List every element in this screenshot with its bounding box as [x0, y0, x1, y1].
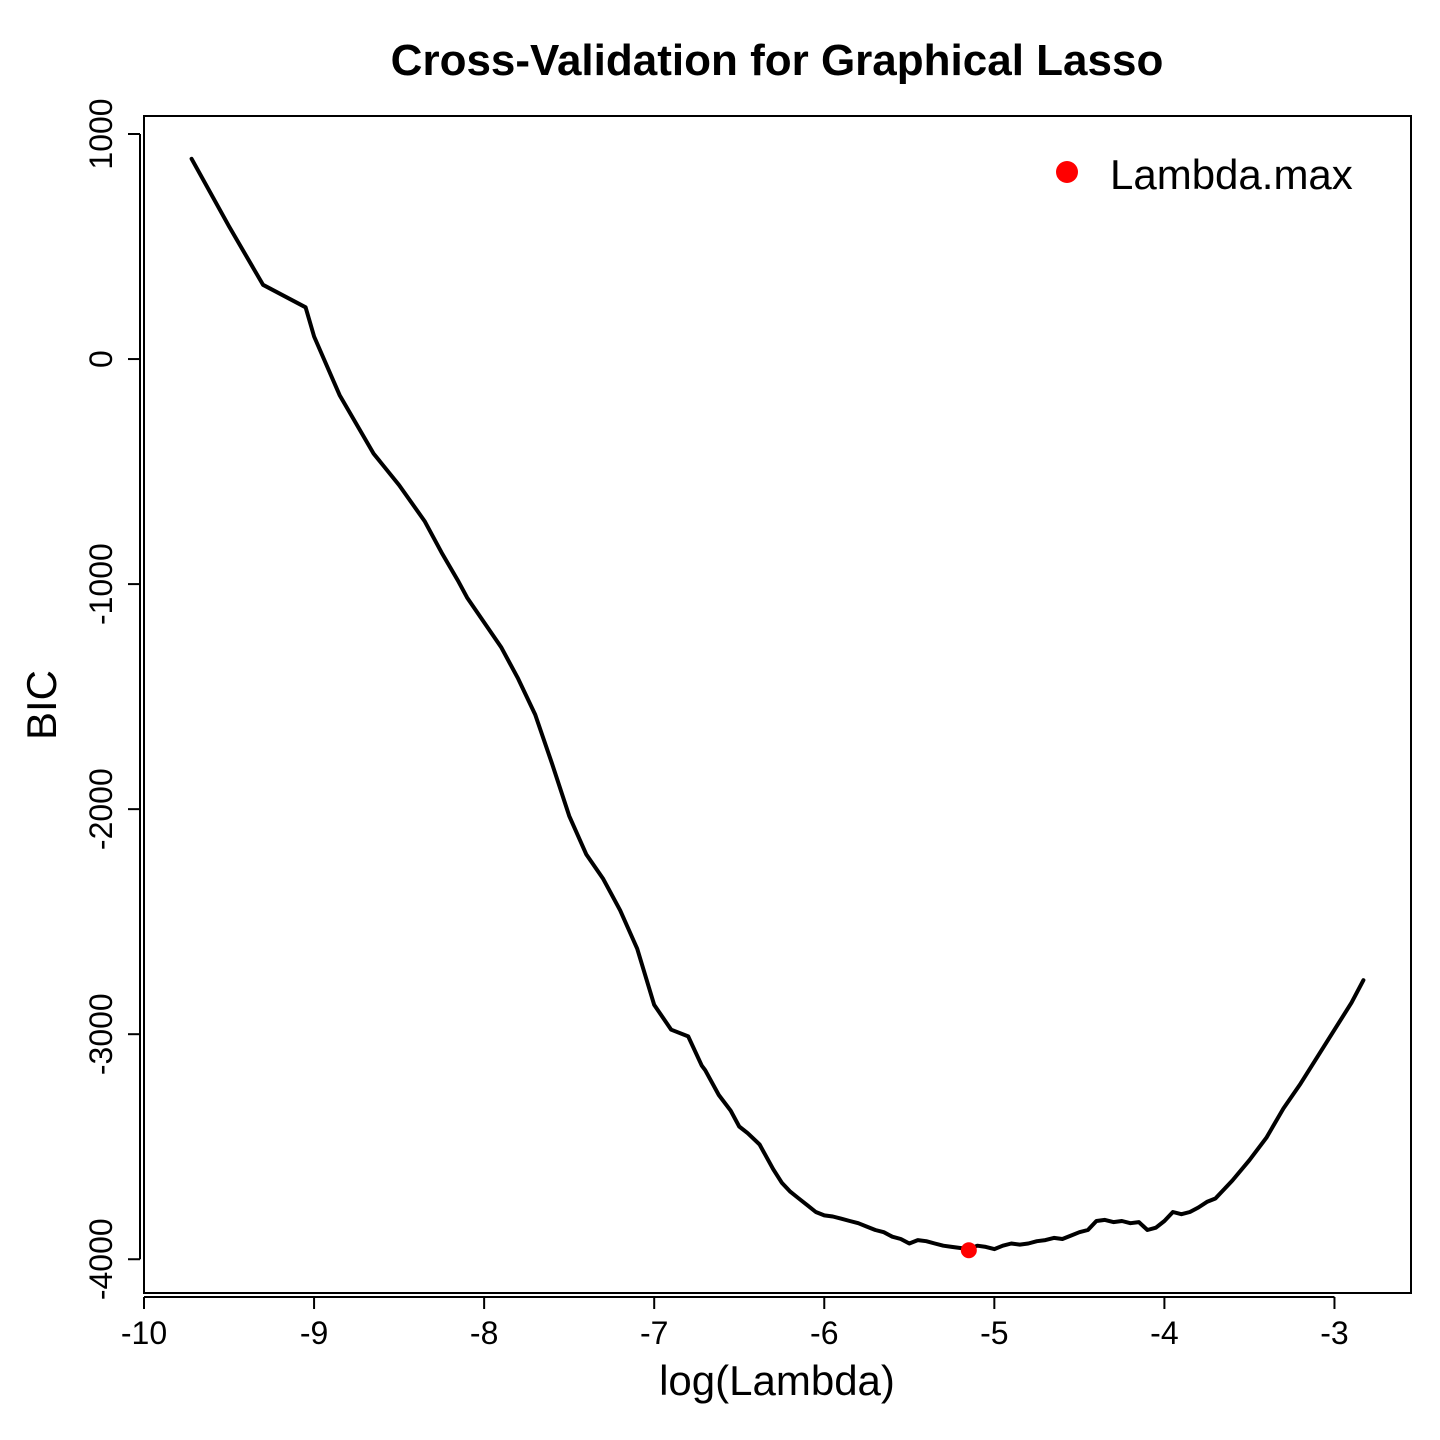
chart-title: Cross-Validation for Graphical Lasso: [391, 36, 1164, 85]
y-axis: -4000 -3000 -2000 -1000 0 1000: [83, 98, 141, 1300]
x-tick-label: -7: [640, 1315, 668, 1351]
plot-frame: [143, 115, 1412, 1294]
y-tick-label: -2000: [83, 768, 119, 850]
x-tick-label: -10: [121, 1315, 167, 1351]
legend-marker-lambda-max: [1056, 161, 1078, 183]
y-axis-label: BIC: [18, 670, 65, 740]
x-tick-label: -6: [810, 1315, 838, 1351]
x-tick-label: -8: [470, 1315, 498, 1351]
y-tick-label: -3000: [83, 993, 119, 1075]
lambda-max-point: [960, 1242, 977, 1259]
legend: Lambda.max: [1056, 151, 1353, 198]
x-tick-label: -3: [1320, 1315, 1348, 1351]
x-axis-label: log(Lambda): [659, 1357, 895, 1404]
x-tick-label: -5: [980, 1315, 1008, 1351]
x-tick-label: -4: [1150, 1315, 1178, 1351]
y-tick-label: -4000: [83, 1218, 119, 1300]
legend-label-lambda-max: Lambda.max: [1110, 151, 1353, 198]
series-line-bic: [189, 156, 1366, 1252]
y-tick-label: 1000: [83, 98, 119, 169]
x-axis: -10 -9 -8 -7 -6 -5 -4 -3: [121, 1296, 1349, 1351]
x-tick-label: -9: [300, 1315, 328, 1351]
y-tick-label: -1000: [83, 543, 119, 625]
y-tick-label: 0: [83, 350, 119, 368]
